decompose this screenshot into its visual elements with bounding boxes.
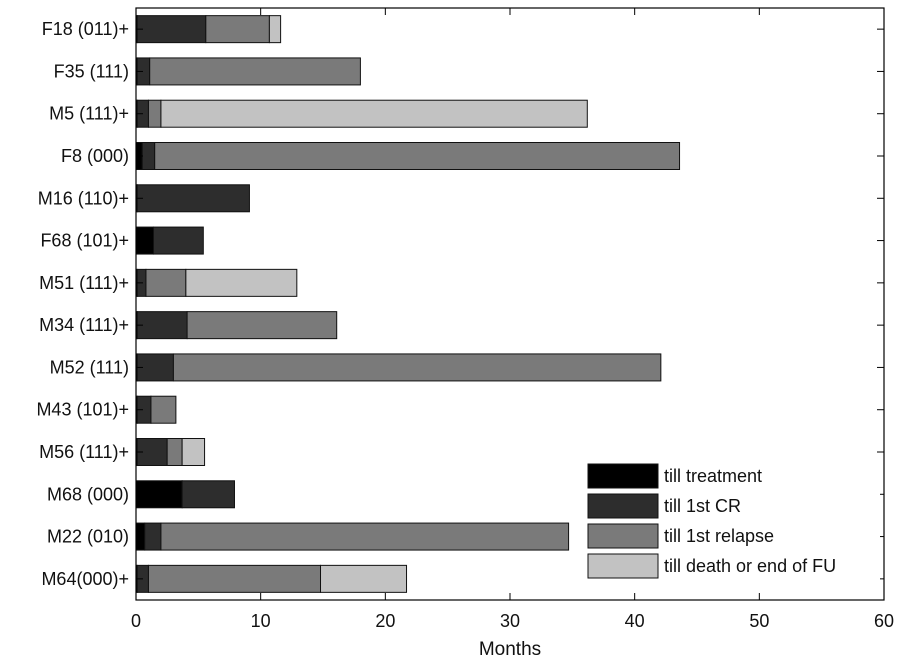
y-tick-label: M34 (111)+ [39,315,129,335]
bar-segment-m5-111-till-1st-relapse [147,99,162,128]
y-tick-label: F18 (011)+ [42,19,129,39]
y-tick-label: M56 (111)+ [39,442,129,462]
bar-segment-m52-111-till-1st-relapse [172,353,662,382]
bar-segment-m51-111-till-death-or-end-of-fu [185,268,298,297]
bar-segment-m34-111-till-1st-relapse [186,311,338,340]
y-tick-label: F68 (101)+ [40,231,129,251]
x-tick-label: 60 [874,611,894,631]
bar-segment-m43-101-till-1st-relapse [150,395,177,424]
legend-label-till-1st-cr: till 1st CR [664,496,741,516]
x-tick-label: 10 [251,611,271,631]
legend-swatch-till-1st-cr [587,493,659,519]
bar-segment-m64-000-till-1st-relapse [147,564,322,593]
y-tick-label: M64(000)+ [41,569,129,589]
bar-segment-f35-111-till-1st-relapse [149,57,361,86]
x-tick-label: 20 [375,611,395,631]
axis-ticks [135,8,885,600]
legend-swatch-till-death-or-end-of-fu [587,553,659,579]
bar-segment-m68-000-till-1st-cr [181,480,235,509]
legend-swatch-till-1st-relapse [587,523,659,549]
y-tick-label: F35 (111) [54,61,129,81]
bar-segment-m56-111-till-1st-relapse [166,438,183,466]
legend-label-till-treatment: till treatment [664,466,762,486]
bar-segment-m52-111-till-1st-cr [136,353,174,382]
legend-label-till-death-or-end-of-fu: till death or end of FU [664,556,836,576]
bar-segment-f18-011-till-1st-relapse [205,15,270,44]
x-tick-label: 0 [131,611,141,631]
bar-segment-f18-011-till-death-or-end-of-fu [268,15,282,44]
legend-swatch-till-treatment [587,463,659,489]
bar-segment-m16-110-till-1st-cr [136,184,250,213]
legend-label-till-1st-relapse: till 1st relapse [664,526,774,546]
y-tick-label: M43 (101)+ [36,400,129,420]
x-axis-title: Months [479,639,541,660]
x-tick-label: 50 [749,611,769,631]
bar-segment-f8-000-till-1st-cr [141,142,156,170]
bar-segment-m34-111-till-1st-cr [136,311,188,340]
y-tick-labels: F18 (011)+ F35 (111) M5 (111)+ F8 (000) M16 … [36,19,129,589]
x-tick-label: 30 [500,611,520,631]
bar-segment-f68-101-till-1st-cr [152,226,204,255]
x-tick-label: 40 [625,611,645,631]
legend: till treatment till 1st CR till 1st relaps… [584,460,880,586]
y-tick-label: F8 (000) [61,146,129,166]
bar-segment-m22-010-till-1st-relapse [160,522,570,551]
y-tick-label: M5 (111)+ [49,104,129,124]
y-tick-label: M68 (000) [47,484,129,504]
y-tick-label: M16 (110)+ [38,188,129,208]
x-tick-labels: 0 10 20 30 40 50 60 [131,611,894,631]
y-tick-label: M52 (111) [50,357,129,377]
y-tick-label: M22 (010) [47,527,129,547]
bar-segment-m64-000-till-death-or-end-of-fu [320,564,408,593]
bar-segment-m51-111-till-1st-relapse [145,268,187,297]
bar-segment-f8-000-till-1st-relapse [154,142,681,170]
bar-segment-f18-011-till-1st-cr [136,15,207,44]
bar-segment-m56-111-till-death-or-end-of-fu [181,438,206,466]
bar-segment-m5-111-till-death-or-end-of-fu [160,99,588,128]
y-tick-label: M51 (111)+ [39,273,129,293]
bar-segment-m22-010-till-1st-cr [144,522,162,551]
